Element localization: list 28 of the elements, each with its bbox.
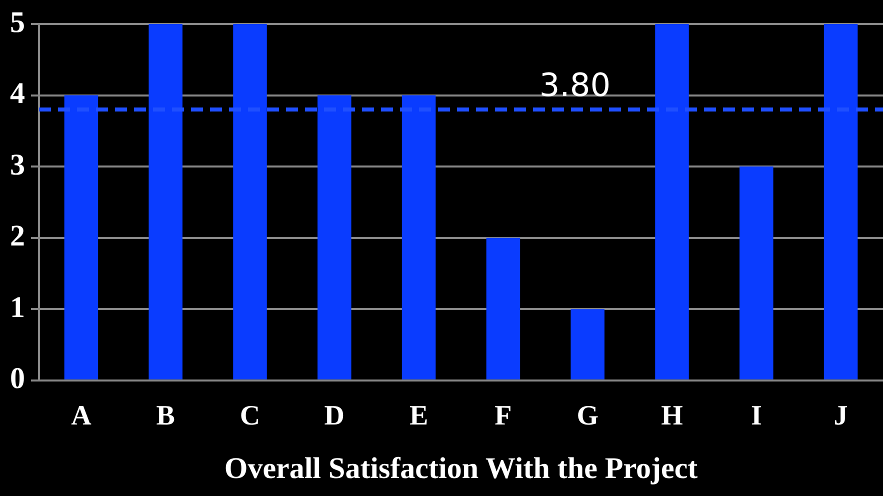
x-tick-label: A <box>71 400 92 432</box>
y-tick-label: 2 <box>10 220 25 253</box>
x-tick-label: F <box>494 400 512 432</box>
bar <box>318 95 352 380</box>
bar <box>233 24 267 380</box>
y-tick-label: 0 <box>10 362 25 396</box>
bar <box>740 166 774 380</box>
bar <box>64 95 98 380</box>
x-tick-label: I <box>750 400 762 432</box>
y-tick-label: 3 <box>10 148 25 182</box>
x-tick-label: H <box>661 400 684 432</box>
bar <box>570 309 604 380</box>
x-tick-label: E <box>409 400 428 432</box>
y-tick-label: 5 <box>10 6 25 39</box>
x-tick-label: G <box>576 400 599 432</box>
bar <box>402 95 436 380</box>
x-tick-label: D <box>324 400 345 432</box>
bar <box>486 238 520 380</box>
x-tick-label: C <box>240 400 260 432</box>
y-tick-label: 4 <box>10 77 25 110</box>
bar <box>148 24 182 380</box>
x-axis-title: Overall Satisfaction With the Project <box>224 452 698 485</box>
ref-line-label: 3.80 <box>539 66 611 104</box>
bar <box>824 24 858 380</box>
x-tick-label: J <box>834 400 848 432</box>
y-tick-label: 1 <box>10 290 25 324</box>
x-tick-label: B <box>156 400 175 432</box>
bar <box>655 24 689 380</box>
